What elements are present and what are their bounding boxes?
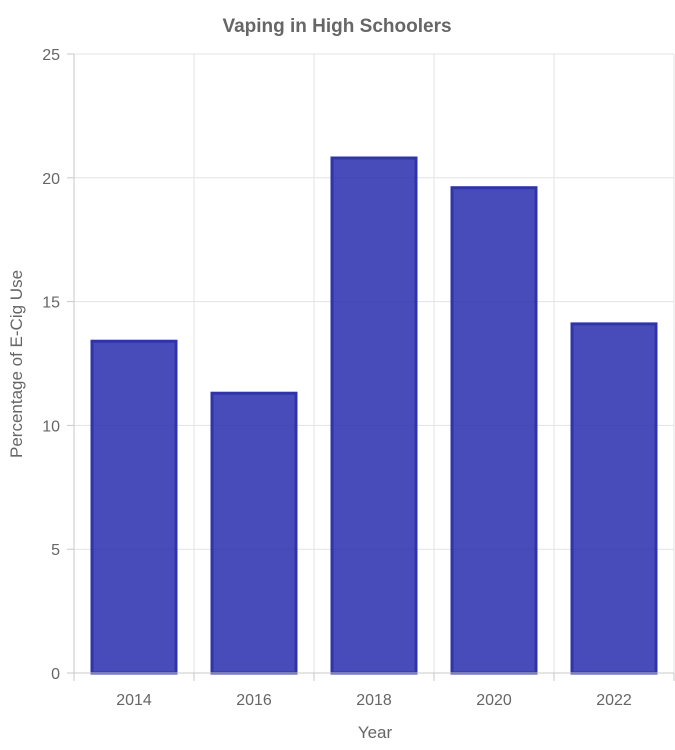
bar-2016[interactable]: [210, 391, 298, 675]
y-tick-label: 10: [42, 418, 60, 435]
x-axis-ticks: 2014 2016 2018 2020 2022: [73, 673, 675, 709]
x-axis-title: Year: [358, 723, 393, 742]
bar-2022[interactable]: [570, 322, 658, 675]
bar-2018[interactable]: [330, 156, 418, 675]
y-tick-label: 20: [42, 171, 60, 188]
y-tick-label: 25: [42, 47, 60, 64]
x-tick-label: 2022: [596, 692, 632, 709]
x-tick-label: 2014: [116, 692, 152, 709]
bars: [90, 156, 658, 675]
x-tick-label: 2018: [356, 692, 392, 709]
x-tick-label: 2016: [236, 692, 272, 709]
bar-2014[interactable]: [90, 339, 178, 675]
y-tick-label: 15: [42, 295, 60, 312]
y-axis-ticks: 0 5 10 15 20 25: [42, 47, 74, 683]
chart-title: Vaping in High Schoolers: [222, 16, 451, 37]
y-tick-label: 0: [51, 666, 60, 683]
axes: [67, 54, 674, 681]
x-tick-label: 2020: [476, 692, 512, 709]
bar-2020[interactable]: [450, 186, 538, 675]
y-axis-title: Percentage of E-Cig Use: [7, 270, 26, 458]
y-tick-label: 5: [51, 542, 60, 559]
